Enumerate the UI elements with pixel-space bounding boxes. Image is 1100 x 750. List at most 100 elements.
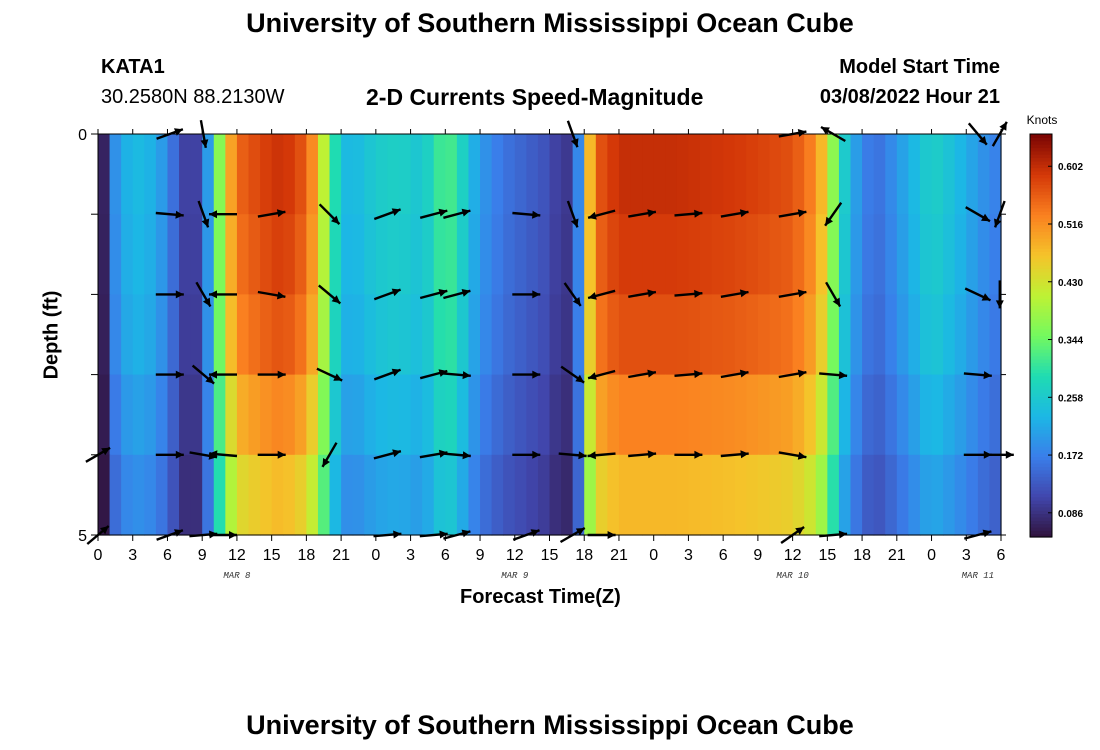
heatmap-cell [665,374,678,456]
colorbar-tick-label: 0.602 [1058,162,1083,173]
current-arrow [197,200,210,228]
colorbar-segment [1030,150,1052,155]
heatmap-cell [433,374,446,456]
heatmap-cell [202,454,215,536]
x-tick-label: 3 [406,547,415,564]
heatmap-cell [225,374,238,456]
arrow-head [209,210,217,219]
current-arrow [964,287,992,302]
heatmap-cell [167,374,180,456]
heatmap-cell [109,294,122,376]
heatmap-cell [595,294,608,376]
heatmap-cell [526,454,539,536]
x-tick-label: 3 [128,547,137,564]
arrow-head [647,289,656,298]
colorbar-segment [1030,315,1052,320]
current-arrow [316,367,343,382]
heatmap-cell [838,374,852,456]
colorbar-segment [1030,506,1052,511]
colorbar-segment [1030,278,1052,283]
heatmap-cell [271,454,284,536]
heatmap-cell [642,134,655,215]
heatmap-cell [399,134,412,215]
current-arrow [373,208,402,221]
colorbar-segment [1030,432,1052,437]
current-arrow [587,451,616,460]
current-arrow [674,450,703,459]
colorbar-segment [1030,164,1052,169]
heatmap-cell [792,134,805,215]
arrow-head [205,375,215,384]
heatmap-cell [850,454,863,536]
heatmap-cell [989,294,1002,376]
heatmap-cell [653,454,666,536]
current-arrow [587,289,616,300]
heatmap-cell [954,374,967,456]
heatmap-cell [179,454,192,536]
heatmap-cell [364,374,377,456]
heatmap-cell [190,134,203,215]
arrow-head [739,209,749,218]
heatmap-cell [387,214,400,295]
heatmap-cell [561,454,574,536]
heatmap-cell [294,134,307,215]
colorbar-segment [1030,379,1052,384]
heatmap-cell [792,454,805,536]
heatmap-cell [676,454,690,536]
current-arrow [674,370,703,379]
heatmap-cell [410,294,423,376]
heatmap-cell [433,134,446,215]
current-arrow [558,451,587,460]
heatmap-cell [700,294,713,376]
current-arrow [512,290,541,299]
heatmap-cell [202,214,215,295]
arrow-head [740,450,749,459]
heatmap-cell [977,214,991,295]
colorbar-segment [1030,194,1052,199]
arrow-head [333,373,343,381]
arrow-head [174,529,183,537]
heatmap-cell [526,134,539,215]
heatmap-cell [225,294,238,376]
x-tick-label: 21 [332,547,350,564]
arrow-head [461,289,471,297]
arrow-head [175,370,184,379]
heatmap-cell [607,134,620,215]
heatmap-cell [225,454,238,536]
heatmap-cell [306,294,319,376]
current-arrow [318,203,341,225]
current-arrow [512,210,541,219]
heatmap-cell [815,214,828,295]
heatmap-cell [723,294,736,376]
heatmap-cell [607,294,620,376]
heatmap-cell [375,214,389,295]
heatmap-cell [399,374,412,456]
heatmap-cell [248,134,261,215]
model-start-value: 03/08/2022 Hour 21 [819,86,1000,108]
heatmap-cell [873,454,886,536]
colorbar-segment [1030,446,1052,451]
colorbar-segment [1030,298,1052,303]
current-arrow [778,369,807,379]
current-arrow [443,289,471,300]
heatmap-cell [132,294,145,376]
heatmap-cell [561,214,574,295]
heatmap-cell [815,294,828,376]
colorbar-tick-label: 0.344 [1058,336,1083,347]
heatmap-cell [98,374,111,456]
arrow-head [694,450,703,459]
heatmap-cell [167,134,180,215]
heatmap-cell [271,134,284,215]
arrow-head [209,450,218,459]
colorbar-segment [1030,533,1052,538]
heatmap-cell [503,454,516,536]
heatmap-cell [456,454,470,536]
colorbar-segment [1030,382,1052,387]
heatmap-cell [503,134,516,215]
heatmap-cell [618,374,632,456]
heatmap-cell [723,134,736,215]
heatmap-cell [850,374,863,456]
arrow-head [647,369,656,378]
heatmap-cell [549,374,562,456]
heatmap-cell [827,134,840,215]
